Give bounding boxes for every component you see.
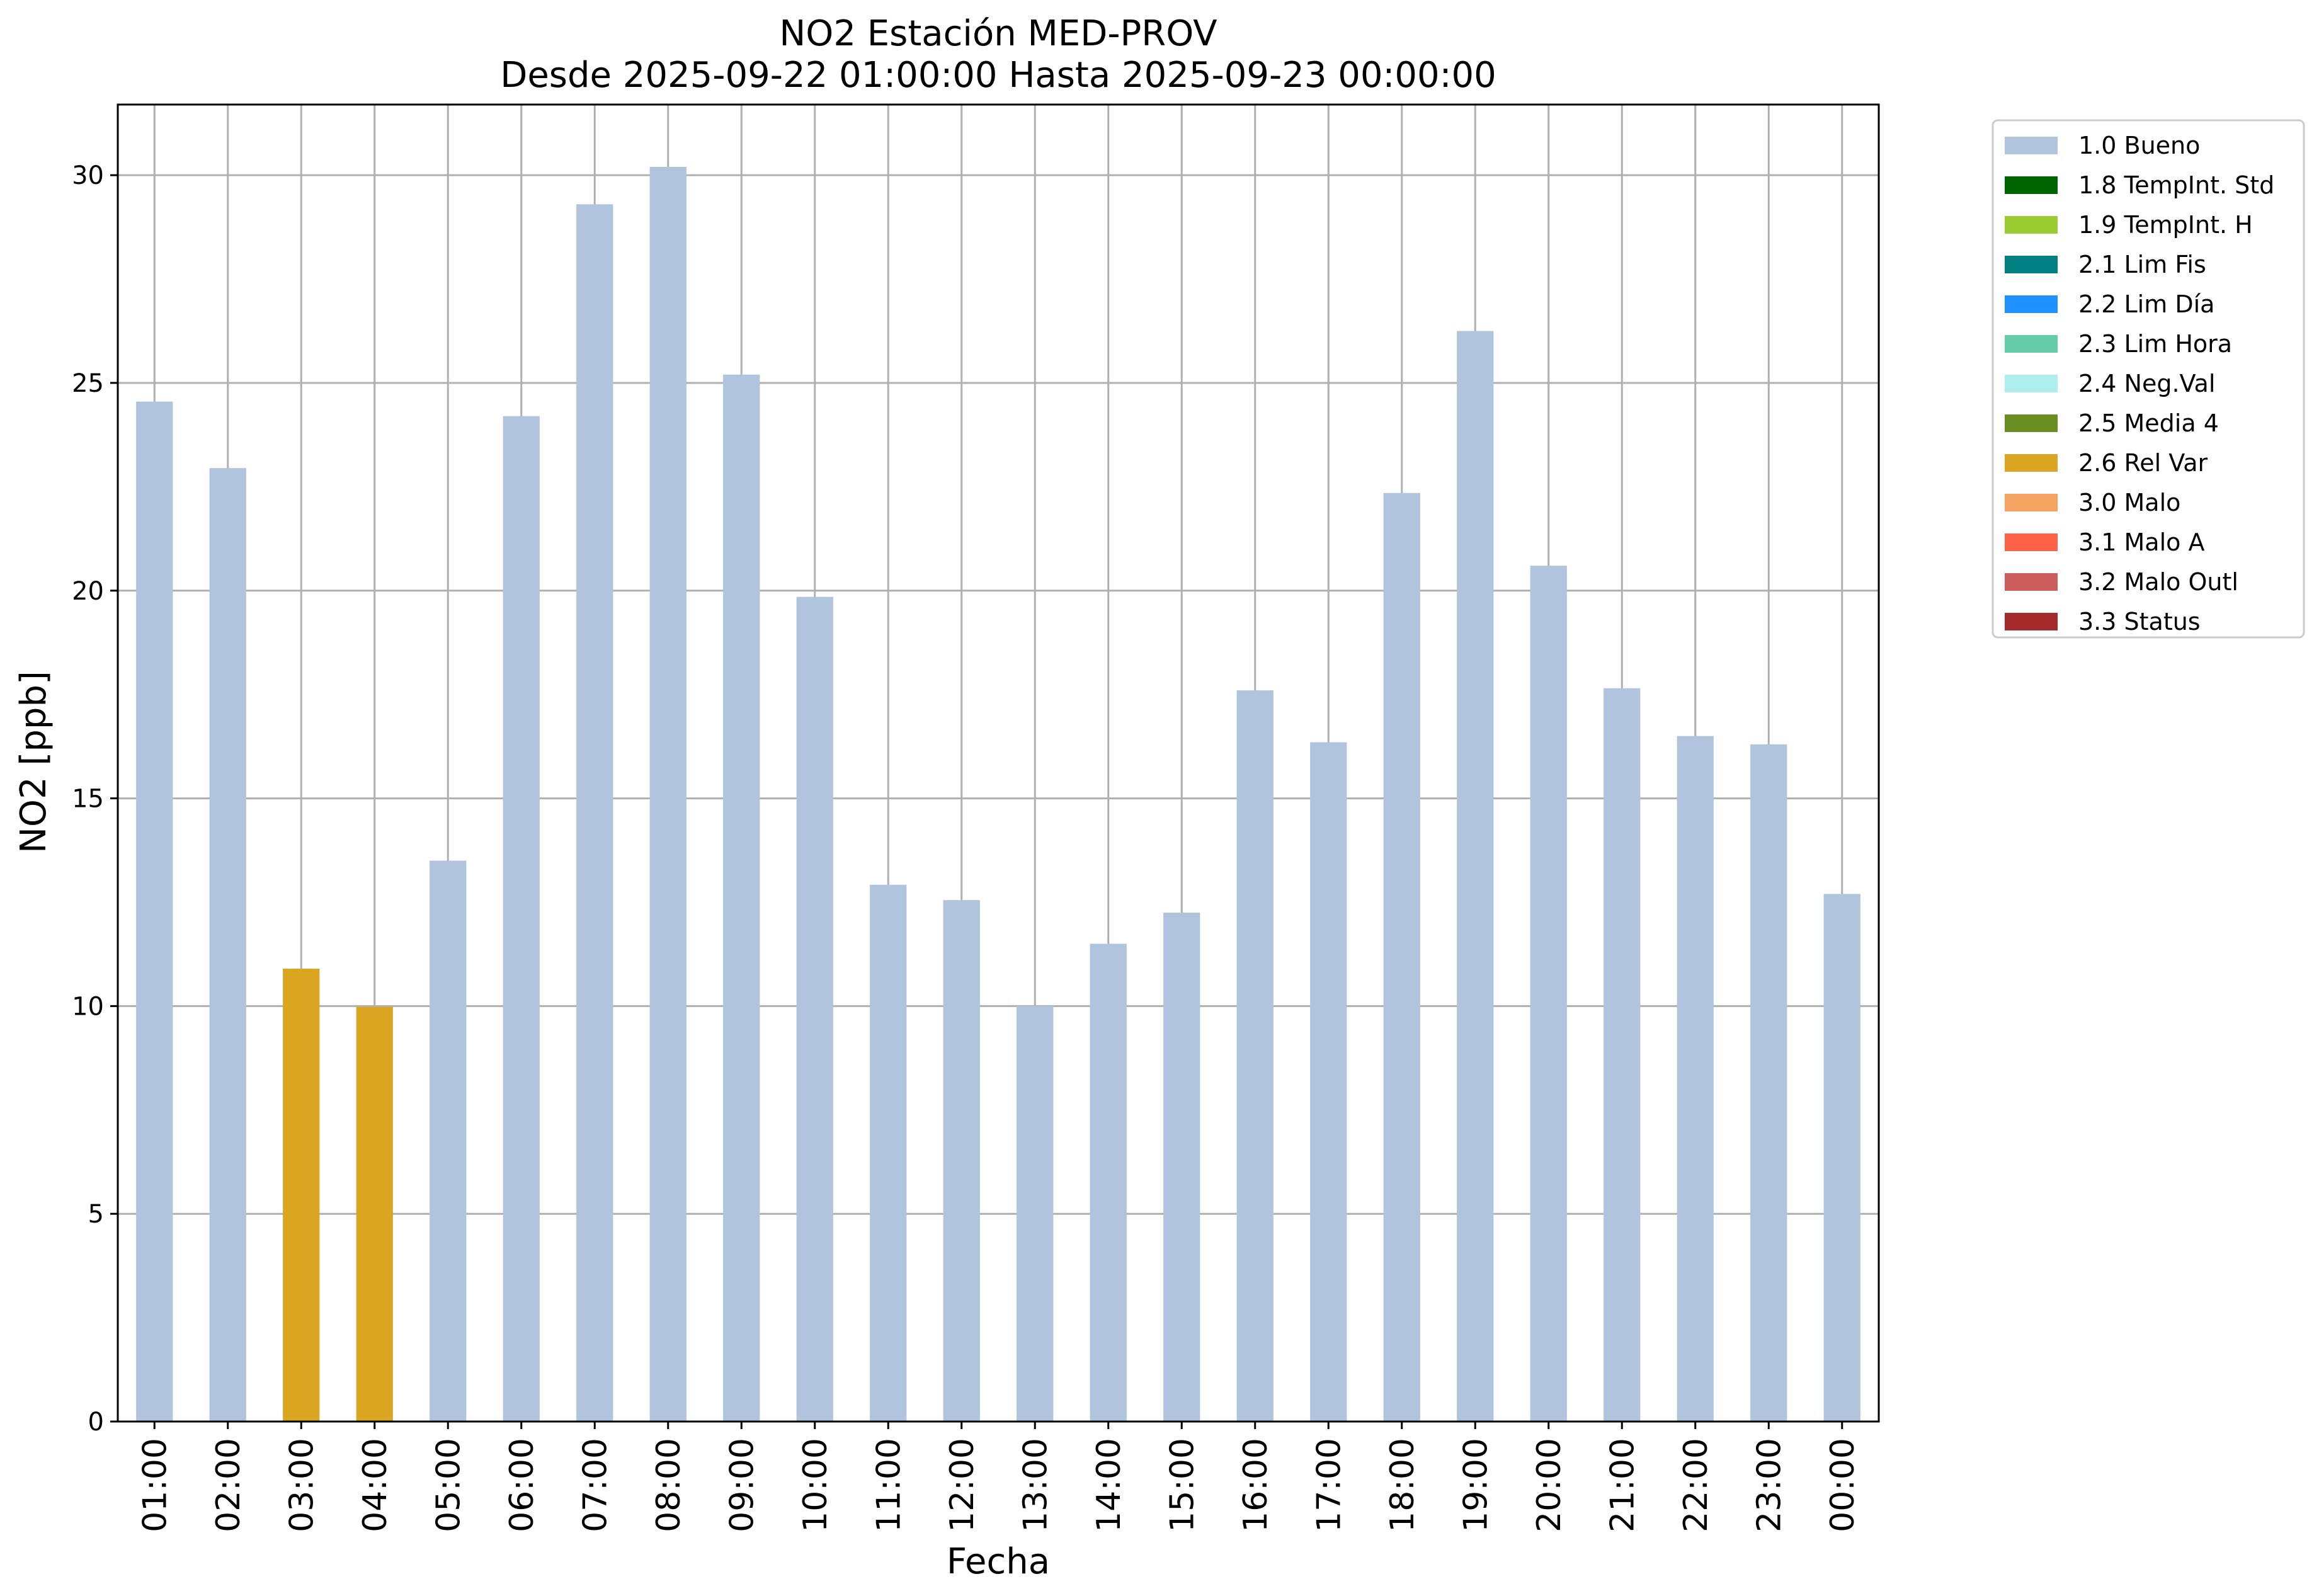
legend-label: 2.1 Lim Fis bbox=[2078, 251, 2206, 278]
bar-1600 bbox=[1236, 690, 1273, 1422]
bar-0700 bbox=[576, 204, 613, 1422]
bar-0900 bbox=[723, 374, 760, 1422]
x-tick-label: 15:00 bbox=[1163, 1438, 1201, 1532]
legend-label: 3.0 Malo bbox=[2078, 489, 2180, 516]
legend-label: 2.2 Lim Día bbox=[2078, 290, 2214, 318]
legend-label: 3.1 Malo A bbox=[2078, 528, 2204, 556]
bar-0800 bbox=[649, 166, 687, 1422]
bar-2200 bbox=[1677, 736, 1714, 1422]
y-tick-label: 20 bbox=[72, 577, 104, 606]
bar-1100 bbox=[870, 884, 907, 1422]
legend-swatch bbox=[2005, 216, 2058, 234]
y-tick-label: 15 bbox=[72, 785, 104, 814]
x-tick-label: 19:00 bbox=[1457, 1438, 1495, 1532]
bar-0000 bbox=[1823, 894, 1860, 1422]
legend-label: 2.4 Neg.Val bbox=[2078, 370, 2215, 397]
plot-area-frame bbox=[117, 103, 1880, 1423]
bar-2000 bbox=[1530, 566, 1567, 1422]
x-tick-label: 13:00 bbox=[1017, 1438, 1054, 1532]
legend-swatch bbox=[2005, 375, 2058, 392]
y-tick-label: 10 bbox=[72, 992, 104, 1021]
x-tick-label: 08:00 bbox=[650, 1438, 688, 1532]
x-tick-label: 20:00 bbox=[1530, 1438, 1568, 1532]
legend-label: 3.3 Status bbox=[2078, 608, 2201, 636]
bar-0500 bbox=[430, 860, 467, 1422]
bar-1700 bbox=[1310, 742, 1347, 1422]
y-tick-label: 0 bbox=[88, 1408, 104, 1437]
legend-swatch bbox=[2005, 295, 2058, 313]
legend-frame bbox=[1991, 119, 2305, 639]
x-tick-label: 02:00 bbox=[210, 1438, 248, 1532]
legend-swatch bbox=[2005, 335, 2058, 353]
bar-2300 bbox=[1750, 744, 1787, 1422]
legend-swatch bbox=[2005, 137, 2058, 154]
bar-1000 bbox=[796, 596, 833, 1422]
y-tick-label: 5 bbox=[88, 1200, 104, 1229]
legend-swatch bbox=[2005, 494, 2058, 511]
bar-0300 bbox=[283, 969, 320, 1422]
bar-0100 bbox=[136, 401, 173, 1422]
bar-1300 bbox=[1017, 1006, 1054, 1422]
x-tick-label: 11:00 bbox=[870, 1438, 908, 1532]
legend-label: 2.6 Rel Var bbox=[2078, 449, 2208, 477]
x-tick-label: 18:00 bbox=[1384, 1438, 1422, 1532]
bar-0200 bbox=[209, 468, 246, 1422]
x-tick-label: 00:00 bbox=[1824, 1438, 1862, 1532]
y-axis-ticks: 0 5 10 15 20 25 30 bbox=[72, 161, 118, 1437]
y-tick-label: 25 bbox=[72, 369, 104, 398]
legend-swatch bbox=[2005, 533, 2058, 551]
x-axis-label: Fecha bbox=[947, 1541, 1050, 1582]
legend-label: 1.8 TempInt. Std bbox=[2078, 171, 2274, 199]
x-tick-label: 17:00 bbox=[1310, 1438, 1348, 1532]
legend: 1.0 Bueno 1.8 TempInt. Std 1.9 TempInt. H 2… bbox=[1991, 119, 2305, 639]
legend-swatch bbox=[2005, 613, 2058, 630]
chart-subtitle: Desde 2025-09-22 01:00:00 Hasta 2025-09-… bbox=[500, 55, 1496, 96]
bar-1200 bbox=[943, 900, 980, 1422]
x-tick-label: 12:00 bbox=[943, 1438, 981, 1532]
x-tick-label: 22:00 bbox=[1677, 1438, 1715, 1532]
legend-swatch bbox=[2005, 256, 2058, 273]
legend-label: 3.2 Malo Outl bbox=[2078, 568, 2238, 596]
bar-1500 bbox=[1163, 912, 1200, 1422]
legend-label: 1.0 Bueno bbox=[2078, 132, 2200, 159]
bar-0400 bbox=[356, 1006, 393, 1422]
bar-1400 bbox=[1090, 943, 1127, 1422]
bar-0600 bbox=[503, 416, 540, 1422]
x-axis-ticks: 01:00 02:00 03:00 04:00 05:00 06:00 07:00 08:00… bbox=[136, 1422, 1862, 1532]
x-tick-label: 03:00 bbox=[283, 1438, 321, 1532]
legend-swatch bbox=[2005, 176, 2058, 194]
y-axis-label: NO2 [ppb] bbox=[13, 671, 54, 853]
x-tick-label: 05:00 bbox=[430, 1438, 467, 1532]
x-tick-label: 04:00 bbox=[356, 1438, 394, 1532]
legend-swatch bbox=[2005, 454, 2058, 472]
x-tick-label: 10:00 bbox=[797, 1438, 835, 1532]
legend-label: 1.9 TempInt. H bbox=[2078, 211, 2253, 239]
x-tick-label: 09:00 bbox=[723, 1438, 761, 1532]
chart-title: NO2 Estación MED-PROV bbox=[779, 13, 1217, 54]
x-tick-label: 14:00 bbox=[1090, 1438, 1128, 1532]
legend-swatch bbox=[2005, 573, 2058, 591]
x-tick-label: 21:00 bbox=[1604, 1438, 1641, 1532]
legend-label: 2.3 Lim Hora bbox=[2078, 330, 2232, 358]
x-tick-label: 07:00 bbox=[576, 1438, 614, 1532]
legend-label: 2.5 Media 4 bbox=[2078, 409, 2219, 437]
y-tick-label: 30 bbox=[72, 161, 104, 190]
legend-swatch bbox=[2005, 414, 2058, 432]
x-tick-label: 06:00 bbox=[503, 1438, 541, 1532]
x-tick-label: 01:00 bbox=[136, 1438, 174, 1532]
bar-1900 bbox=[1457, 331, 1494, 1422]
bar-2100 bbox=[1604, 688, 1641, 1422]
x-tick-label: 16:00 bbox=[1237, 1438, 1275, 1532]
bar-1800 bbox=[1383, 493, 1420, 1422]
bars bbox=[136, 166, 1860, 1422]
x-tick-label: 23:00 bbox=[1750, 1438, 1788, 1532]
